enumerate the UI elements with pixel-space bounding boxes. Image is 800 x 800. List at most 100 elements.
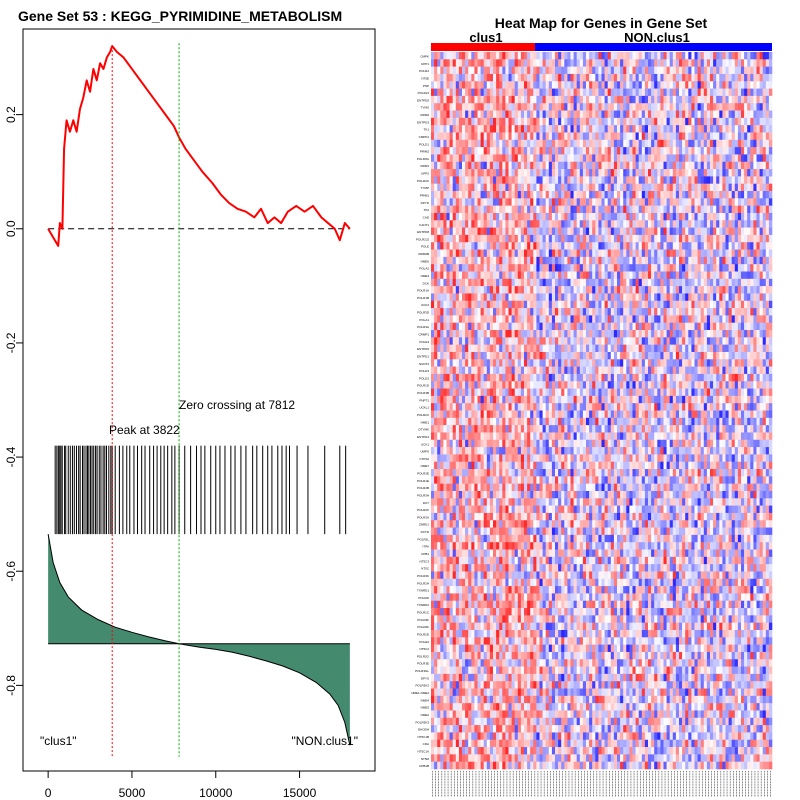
heatmap-cell	[499, 212, 503, 221]
heatmap-cell	[471, 110, 475, 119]
heatmap-cell	[617, 176, 621, 184]
heatmap-cell	[617, 308, 621, 316]
heatmap-cell	[660, 308, 664, 316]
heatmap-cell	[542, 315, 546, 324]
heatmap-cell	[483, 359, 488, 367]
heatmap-cell	[440, 125, 444, 133]
heatmap-cell	[474, 161, 478, 170]
heatmap-cell	[716, 212, 720, 221]
heatmap-cell	[471, 286, 475, 294]
heatmap-cell	[759, 315, 763, 324]
heatmap-cell	[651, 161, 655, 170]
heatmap-cell	[440, 271, 444, 280]
heatmap-cell	[561, 308, 565, 316]
heatmap-cell	[493, 147, 497, 155]
heatmap-cell	[660, 95, 664, 104]
heatmap-cell	[455, 315, 460, 324]
heatmap-cell	[716, 234, 720, 243]
heatmap-cell	[682, 176, 686, 184]
heatmap-cell	[734, 256, 739, 265]
heatmap-cell	[493, 322, 497, 331]
heatmap-cell	[666, 73, 670, 82]
heatmap-cell	[511, 212, 515, 221]
heatmap-cell	[437, 212, 441, 221]
heatmap-cell	[629, 52, 633, 60]
heatmap-cell	[551, 154, 556, 163]
heatmap-cell	[561, 66, 565, 75]
heatmap-cell	[675, 117, 680, 126]
heatmap-cell	[508, 234, 512, 243]
heatmap-cell	[725, 132, 729, 141]
heatmap-cell	[573, 264, 577, 272]
heatmap-cell	[434, 73, 438, 82]
heatmap-cell	[598, 191, 602, 199]
heatmap-cell	[579, 278, 584, 287]
zero-crossing-label: Zero crossing at 7812	[179, 398, 295, 412]
heatmap-cell	[520, 308, 525, 316]
heatmap-cell	[672, 227, 677, 236]
heatmap-cell	[592, 344, 596, 353]
heatmap-cell	[595, 220, 599, 228]
heatmap-cell	[629, 147, 633, 155]
heatmap-cell	[716, 293, 720, 302]
heatmap-cell	[573, 169, 577, 177]
heatmap-cell	[480, 293, 484, 302]
heatmap-cell	[672, 234, 677, 243]
heatmap-cell	[604, 205, 608, 214]
heatmap-cell	[502, 212, 506, 221]
heatmap-cell	[750, 278, 754, 287]
heatmap-cell	[635, 183, 639, 192]
heatmap-cell	[555, 191, 559, 199]
heatmap-cell	[443, 103, 447, 111]
heatmap-cell	[728, 242, 732, 250]
heatmap-cell	[688, 161, 692, 170]
heatmap-cell	[598, 52, 602, 60]
heatmap-cell	[545, 183, 550, 192]
heatmap-cell	[582, 198, 587, 206]
heatmap-cell	[666, 198, 670, 206]
heatmap-cell	[682, 191, 686, 199]
heatmap-cell	[452, 183, 457, 192]
heatmap-cell	[598, 73, 602, 82]
heatmap-cell	[682, 330, 686, 338]
heatmap-cell	[635, 359, 639, 367]
heatmap-cell	[691, 322, 695, 331]
heatmap-cell	[679, 351, 683, 360]
heatmap-cell	[694, 359, 698, 367]
heatmap-cell	[741, 52, 745, 60]
heatmap-cell	[768, 300, 773, 309]
heatmap-cell	[598, 132, 602, 141]
heatmap-cell	[713, 227, 717, 236]
heatmap-cell	[753, 59, 757, 67]
heatmap-cell	[446, 293, 450, 302]
heatmap-cell	[747, 183, 751, 192]
heatmap-cell	[675, 234, 680, 243]
heatmap-cell	[477, 227, 481, 236]
heatmap-cell	[595, 169, 599, 177]
heatmap-cell	[604, 330, 608, 338]
heatmap-cell	[536, 117, 540, 126]
heatmap-cell	[641, 234, 646, 243]
heatmap-cell	[458, 366, 463, 375]
heatmap-cell	[675, 220, 680, 228]
heatmap-cell	[610, 110, 615, 119]
heatmap-cell	[747, 139, 751, 148]
heatmap-cell	[607, 81, 612, 89]
heatmap-cell	[620, 73, 624, 82]
heatmap-cell	[654, 286, 658, 294]
heatmap-cell	[489, 300, 494, 309]
heatmap-cell	[533, 161, 537, 170]
heatmap-cell	[558, 278, 562, 287]
heatmap-cell	[437, 59, 441, 67]
heatmap-cell	[635, 293, 639, 302]
heatmap-cell	[449, 322, 453, 331]
heatmap-cell	[635, 81, 639, 89]
heatmap-cell	[700, 337, 705, 345]
heatmap-cell	[722, 169, 726, 177]
heatmap-cell	[524, 293, 528, 302]
heatmap-cell	[576, 169, 581, 177]
heatmap-cell	[679, 256, 683, 265]
heatmap-cell	[465, 300, 469, 309]
heatmap-cell	[734, 88, 739, 97]
heatmap-cell	[455, 125, 460, 133]
